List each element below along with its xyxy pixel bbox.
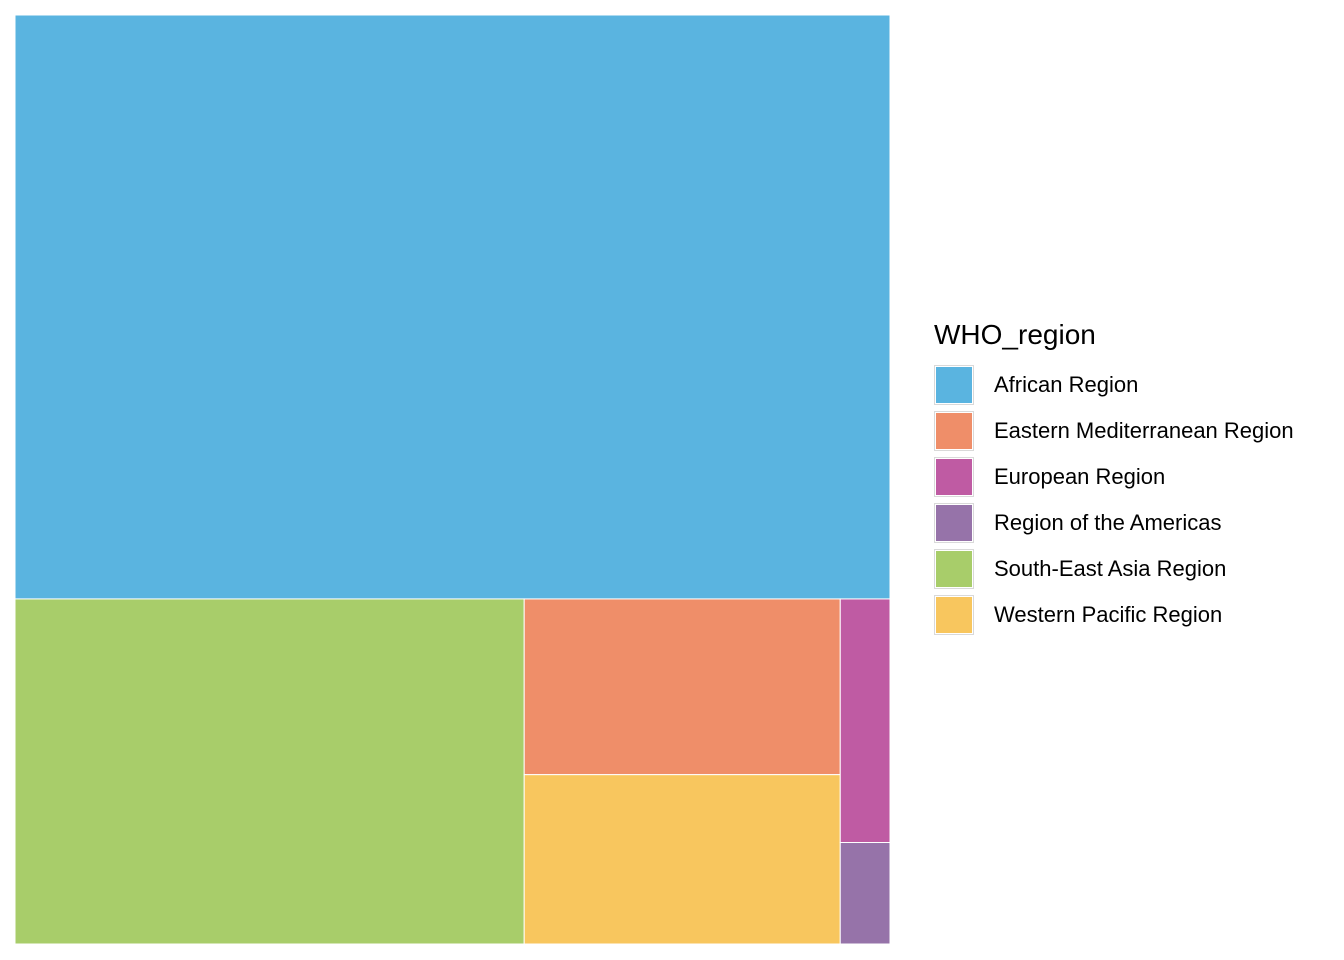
legend-key <box>934 503 974 543</box>
legend-label: European Region <box>994 464 1166 489</box>
legend-swatch <box>936 413 972 449</box>
legend-key <box>934 411 974 451</box>
legend-title: WHO_region <box>934 319 1096 350</box>
legend-key <box>934 549 974 589</box>
legend-label: Western Pacific Region <box>994 602 1223 627</box>
treemap-tile-eastern-mediterranean-region <box>523 598 841 776</box>
legend-label: Eastern Mediterranean Region <box>994 418 1294 443</box>
legend-swatch <box>936 367 972 403</box>
treemap-tile-european-region <box>839 598 891 844</box>
legend-item-eastern-mediterranean-region: Eastern Mediterranean Region <box>934 408 1294 454</box>
treemap-tile-african-region <box>14 14 891 600</box>
legend-swatch <box>936 459 972 495</box>
legend-label: South-East Asia Region <box>994 556 1227 581</box>
legend-swatch <box>936 551 972 587</box>
legend-swatch <box>936 597 972 633</box>
legend: WHO_region African Region Eastern Medite… <box>934 316 1294 638</box>
treemap-tile-south-east-asia-region <box>14 598 525 945</box>
legend-swatch <box>936 505 972 541</box>
treemap-tile-western-pacific-region <box>523 774 841 945</box>
legend-label: Region of the Americas <box>994 510 1222 535</box>
legend-item-south-east-asia-region: South-East Asia Region <box>934 546 1294 592</box>
legend-key <box>934 365 974 405</box>
treemap-tile-region-of-the-americas <box>839 842 891 945</box>
legend-item-african-region: African Region <box>934 362 1294 408</box>
legend-label: African Region <box>994 372 1139 397</box>
legend-key <box>934 595 974 635</box>
legend-items: African Region Eastern Mediterranean Reg… <box>934 362 1294 638</box>
legend-key <box>934 457 974 497</box>
treemap-plot <box>14 14 891 945</box>
legend-item-european-region: European Region <box>934 454 1294 500</box>
legend-item-western-pacific-region: Western Pacific Region <box>934 592 1294 638</box>
legend-item-region-of-the-americas: Region of the Americas <box>934 500 1294 546</box>
